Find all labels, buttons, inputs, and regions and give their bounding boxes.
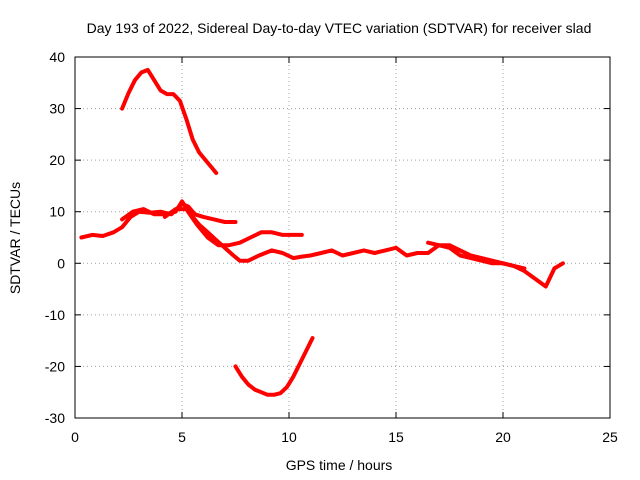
series-band-a (79, 202, 238, 240)
y-tick-label: -10 (45, 307, 65, 323)
x-tick-label: 25 (602, 429, 618, 445)
x-tick-label: 0 (71, 429, 79, 445)
x-tick-label: 5 (178, 429, 186, 445)
series-band-c (162, 207, 304, 248)
y-tick-label: 40 (49, 49, 65, 65)
y-tick-label: -20 (45, 358, 65, 374)
y-tick-label: 30 (49, 101, 65, 117)
grid (75, 57, 610, 418)
y-tick-label: 0 (57, 255, 65, 271)
x-tick-label: 20 (495, 429, 511, 445)
y-tick-label: -30 (45, 410, 65, 426)
plot-frame (74, 56, 611, 419)
y-tick-label: 20 (49, 152, 65, 168)
ticks: 0 5 10 15 20 25 -30 -20 -10 0 10 20 30 40 (45, 49, 618, 445)
y-axis-label: SDTVAR / TECUs (7, 182, 23, 294)
chart-title: Day 193 of 2022, Sidereal Day-to-day VTE… (87, 20, 592, 36)
x-axis-label: GPS time / hours (286, 457, 393, 473)
series-arc-low (233, 336, 315, 397)
y-tick-label: 10 (49, 204, 65, 220)
series-layer (79, 67, 565, 397)
x-tick-label: 10 (281, 429, 297, 445)
series-band-d (426, 240, 527, 271)
x-tick-label: 15 (388, 429, 404, 445)
series-arc-high (120, 67, 219, 175)
